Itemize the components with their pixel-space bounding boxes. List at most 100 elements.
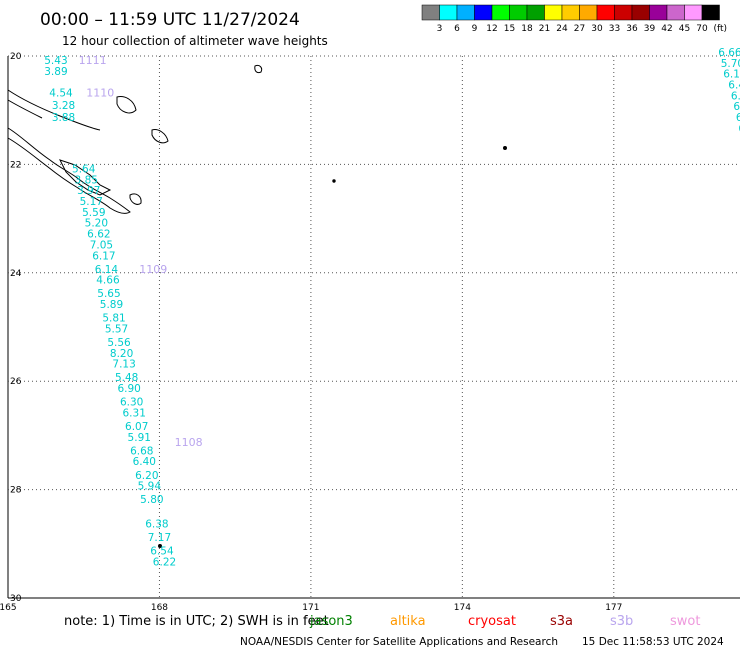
longitude-tick-label: 174 <box>454 603 471 613</box>
reef-dot-a <box>332 179 336 183</box>
colorbar-swatch <box>614 4 633 21</box>
wave-height-labels: 5.433.89 4.543.283.88 5.643.853.975.175.59… <box>44 47 740 568</box>
colorbar-swatch <box>701 4 720 21</box>
wave-height-value: 5.91 <box>128 432 151 444</box>
latitude-tick-label: 20 <box>10 52 22 62</box>
coastline-outlines <box>7 65 507 548</box>
satellite-altika: altika <box>390 614 426 629</box>
colorbar-tick: 30 <box>591 24 603 34</box>
satellite-s3a: s3a <box>550 614 573 629</box>
wave-height-value: 6.54 <box>150 546 174 558</box>
wave-height-value: 5.48 <box>115 372 138 384</box>
wave-height-value: 5.81 <box>102 313 125 325</box>
colorbar-legend: 3 6 9 12 15 18 21 24 27 30 33 36 39 42 45 70 (ft) <box>421 4 728 34</box>
colorbar-swatch <box>684 4 703 21</box>
pass-number: 1109 <box>139 263 167 276</box>
wave-height-value: 3.97 <box>77 185 100 197</box>
reef-dot-b <box>503 146 507 150</box>
satellite-cryosat: cryosat <box>468 614 516 629</box>
wave-height-value: 3.89 <box>44 66 67 78</box>
colorbar-tick: 42 <box>661 24 672 34</box>
wave-height-value: 5.20 <box>85 218 108 230</box>
wave-height-value: 7.13 <box>112 359 135 371</box>
wave-height-value: 8.20 <box>110 348 133 360</box>
colorbar-swatch <box>491 4 510 21</box>
wave-height-value: 5.70 <box>721 58 740 70</box>
pass-number: 1110 <box>86 87 114 100</box>
wave-height-value: 5.57 <box>105 323 128 335</box>
colorbar-swatch <box>456 4 475 21</box>
loyalty-island-a <box>129 193 142 205</box>
colorbar-tick: 24 <box>556 24 568 34</box>
wave-height-value: 6.68 <box>130 445 153 457</box>
pass-number: 1111 <box>79 54 107 67</box>
colorbar-tick: 33 <box>609 24 620 34</box>
wave-height-value: 5.59 <box>82 207 105 219</box>
latitude-tick-label: 22 <box>10 160 21 170</box>
latitude-tick-label: 28 <box>10 486 22 496</box>
longitude-tick-label: 177 <box>605 603 622 613</box>
wave-height-value: 5.56 <box>107 337 131 349</box>
wave-height-value: 6.49 <box>728 80 740 92</box>
longitude-tick-label: 171 <box>302 603 319 613</box>
wave-height-value: 5.94 <box>138 481 162 493</box>
reef-dot-c <box>158 544 162 548</box>
wave-height-value: 6.22 <box>153 556 176 568</box>
wave-height-value: 7.17 <box>148 532 171 544</box>
wave-height-value: 6.23 <box>731 90 740 102</box>
latitude-tick-label: 24 <box>10 269 22 279</box>
colorbar-unit: (ft) <box>714 24 728 34</box>
colorbar-swatch <box>666 4 685 21</box>
colorbar-swatch <box>579 4 598 21</box>
wave-height-value: 6.51 <box>733 101 740 113</box>
loyalty-island-b <box>151 129 169 144</box>
units-note: note: 1) Time is in UTC; 2) SWH is in fe… <box>64 614 329 629</box>
colorbar-tick: 70 <box>696 24 708 34</box>
islet-north <box>254 65 263 74</box>
wave-height-value: 6.31 <box>123 407 146 419</box>
colorbar-swatch <box>439 4 458 21</box>
colorbar-tick: 45 <box>679 24 690 34</box>
wave-height-value: 6.20 <box>135 470 158 482</box>
colorbar-tick: 21 <box>539 24 550 34</box>
wave-height-value: 5.89 <box>100 299 123 311</box>
wave-height-value: 6.17 <box>723 69 740 81</box>
wave-height-value: 5.43 <box>44 55 67 67</box>
satellite-s3b: s3b <box>610 614 633 629</box>
colorbar-swatch <box>631 4 650 21</box>
islet-east <box>116 96 137 114</box>
wave-height-value: 6.40 <box>133 456 156 468</box>
colorbar-tick: 27 <box>574 24 585 34</box>
colorbar-swatch <box>561 4 580 21</box>
chart-subtitle: 12 hour collection of altimeter wave hei… <box>62 34 328 48</box>
colorbar-swatch <box>509 4 528 21</box>
colorbar-tick: 18 <box>521 24 533 34</box>
wave-height-value: 6.40 <box>736 112 740 124</box>
satellite-jason3: jason3 <box>309 614 353 629</box>
wave-height-value: 6.07 <box>125 421 148 433</box>
generated-timestamp: 15 Dec 11:58:53 UTC 2024 <box>582 636 724 648</box>
pass-number-labels: 1111 1110 1109 1108 <box>79 54 203 449</box>
colorbar-tick: 36 <box>626 24 638 34</box>
colorbar-swatch <box>544 4 563 21</box>
wave-height-value: 6.14 <box>95 264 119 276</box>
wave-height-value: 5.64 <box>72 164 96 176</box>
latitude-tick-label: 26 <box>10 377 22 387</box>
wave-height-value: 4.54 <box>49 88 73 100</box>
colorbar-swatch <box>526 4 545 21</box>
new-caledonia-islets <box>59 159 112 196</box>
wave-height-value: 6.30 <box>738 123 740 135</box>
wave-height-value: 4.66 <box>96 275 120 287</box>
wave-height-value: 6.17 <box>92 250 115 262</box>
longitude-tick-label: 165 <box>0 603 17 613</box>
wave-height-value: 3.28 <box>52 100 75 112</box>
wave-height-value: 6.66 <box>718 47 740 59</box>
wave-height-value: 3.88 <box>52 112 75 124</box>
colorbar-tick: 6 <box>454 24 460 34</box>
colorbar-tick: 12 <box>486 24 497 34</box>
wave-height-value: 6.30 <box>120 397 143 409</box>
colorbar-tick: 15 <box>504 24 515 34</box>
wave-height-value: 6.38 <box>145 519 168 531</box>
map-grid: 165 168 171 174 177 20 22 24 26 28 30 <box>0 52 740 613</box>
